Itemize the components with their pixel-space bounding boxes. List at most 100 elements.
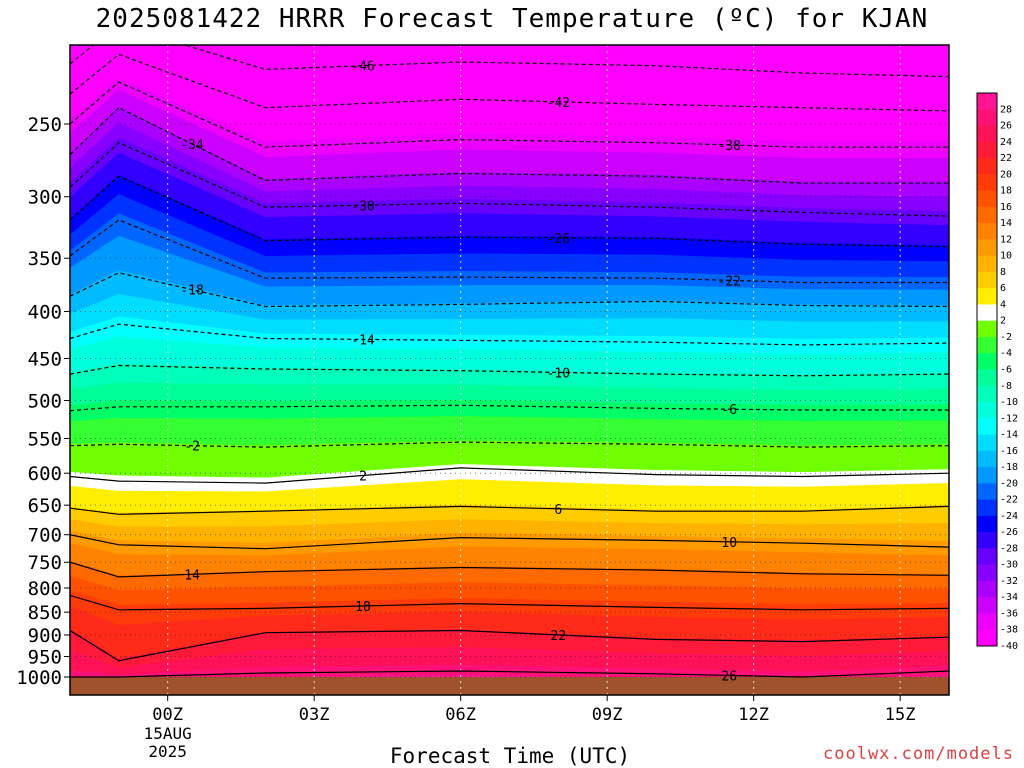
isotherm-label: -22 — [718, 274, 741, 289]
chart-title: 2025081422 HRRR Forecast Temperature (ºC… — [95, 4, 929, 34]
colorbar-label: -36 — [1000, 608, 1018, 619]
y-tick-label: 950 — [28, 647, 62, 669]
colorbar-swatch — [977, 223, 997, 240]
isotherm--26 — [70, 175, 949, 248]
colorbar-label: -22 — [1000, 495, 1018, 506]
colorbar-label: -20 — [1000, 478, 1018, 489]
isotherm-label: 6 — [554, 503, 562, 518]
colorbar-label: 14 — [1000, 218, 1012, 229]
isotherm-label: 22 — [551, 629, 567, 644]
colorbar-swatch — [977, 418, 997, 436]
x-tick-label: 00Z — [152, 705, 183, 725]
plot-frame — [69, 44, 950, 696]
colorbar-label: -34 — [1000, 592, 1018, 603]
temperature-fill-bands — [60, 0, 959, 695]
colorbar-swatch — [977, 515, 997, 533]
isotherm-label: -38 — [718, 139, 741, 154]
colorbar-swatch — [977, 629, 997, 647]
colorbar-swatch — [977, 483, 997, 501]
colorbar-label: -2 — [1000, 332, 1012, 343]
colorbar-swatch — [977, 288, 997, 305]
colorbar-label: 18 — [1000, 186, 1012, 197]
y-tick-label: 900 — [28, 625, 62, 647]
colorbar-label: -4 — [1000, 348, 1012, 359]
colorbar-swatch — [977, 597, 997, 614]
isotherm--30 — [70, 141, 949, 217]
colorbar-label: -8 — [1000, 381, 1012, 392]
colorbar-label: -18 — [1000, 462, 1018, 473]
y-tick-label: 250 — [28, 114, 62, 136]
colorbar-swatch — [977, 580, 997, 598]
colorbar-label: -14 — [1000, 430, 1018, 441]
x-tick-label: 09Z — [592, 705, 623, 725]
colorbar-swatch — [977, 613, 997, 631]
isotherm--38 — [70, 81, 949, 148]
colorbar-swatch — [977, 174, 997, 192]
isotherm-label: -14 — [351, 333, 375, 348]
colorbar-label: 28 — [1000, 104, 1012, 115]
colorbar-swatch — [977, 467, 997, 484]
isotherm-label: -42 — [547, 96, 570, 111]
y-tick-label: 800 — [28, 578, 62, 600]
isotherm-2 — [70, 467, 949, 484]
y-tick-label: 600 — [28, 463, 62, 485]
colorbar-label: 26 — [1000, 121, 1012, 132]
y-tick-label: 300 — [28, 187, 62, 209]
x-tick-label: 12Z — [738, 705, 769, 725]
colorbar-label: -28 — [1000, 543, 1018, 554]
y-tick-label: 750 — [28, 552, 62, 574]
isotherm-label: 10 — [721, 536, 737, 551]
fill-band — [60, 0, 959, 32]
isotherm-lines: -50-46-42-38-34-30-26-22-18-14-10-6-2261… — [70, 0, 949, 684]
isotherm-label: 14 — [184, 568, 200, 583]
fill-band — [60, 0, 959, 10]
colorbar-swatch — [977, 369, 997, 387]
grid-lines — [70, 45, 949, 695]
colorbar-label: 4 — [1000, 299, 1006, 310]
isotherm-label: -2 — [184, 440, 200, 455]
isotherm-label: -6 — [721, 403, 737, 418]
isotherm--50 — [70, 0, 949, 35]
colorbar-frame — [976, 92, 998, 647]
fill-band — [70, 45, 949, 53]
colorbar-swatch — [977, 532, 997, 549]
isotherm-label: 26 — [721, 669, 737, 684]
y-tick-label: 450 — [28, 348, 62, 370]
isotherm-label: -50 — [180, 8, 203, 23]
isotherm-22 — [70, 629, 949, 662]
colorbar-label: 24 — [1000, 137, 1012, 148]
fill-band — [60, 0, 959, 42]
isotherm-label: 18 — [355, 600, 371, 615]
y-tick-label: 650 — [28, 495, 62, 517]
colorbar-swatch — [977, 141, 997, 159]
colorbar-label: 6 — [1000, 283, 1006, 294]
fill-band — [60, 0, 959, 22]
isotherm-26 — [70, 670, 949, 678]
colorbar-swatch — [977, 190, 997, 208]
colorbar-swatch — [977, 304, 997, 322]
colorbar-label: 20 — [1000, 169, 1012, 180]
colorbar-swatch — [977, 206, 997, 224]
colorbar-label: 8 — [1000, 267, 1006, 278]
colorbar-swatch — [977, 434, 997, 452]
colorbar-label: 16 — [1000, 202, 1012, 213]
colorbar-swatch — [977, 239, 997, 257]
isotherm--10 — [70, 364, 949, 377]
colorbar-label: 22 — [1000, 153, 1012, 164]
credit-link[interactable]: coolwx.com/models — [823, 744, 1014, 764]
colorbar-swatch — [977, 125, 997, 143]
isotherm--18 — [70, 272, 949, 308]
x-tick-label: 03Z — [299, 705, 330, 725]
y-tick-label: 500 — [28, 391, 62, 413]
colorbar-label: -40 — [1000, 641, 1018, 652]
isotherm-label: -10 — [547, 366, 570, 381]
isotherm-18 — [70, 594, 949, 611]
colorbar-label: -12 — [1000, 413, 1018, 424]
y-tick-label: 1000 — [16, 667, 62, 689]
colorbar-swatch — [977, 271, 997, 289]
colorbar-label: -16 — [1000, 446, 1018, 457]
colorbar-swatch — [977, 353, 997, 370]
y-tick-label: 350 — [28, 248, 62, 270]
colorbar-swatch — [977, 564, 997, 582]
